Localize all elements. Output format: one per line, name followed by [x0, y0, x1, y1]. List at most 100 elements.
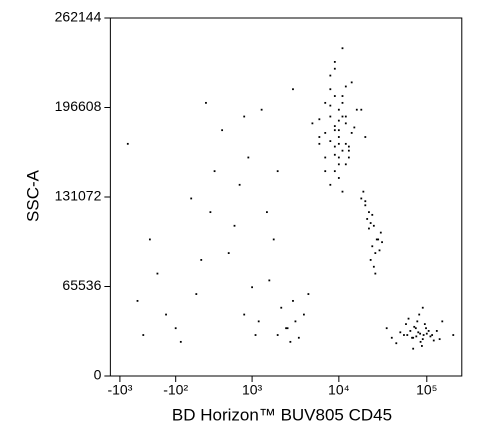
event-dot	[377, 238, 380, 241]
event-dot	[337, 119, 340, 122]
event-dot	[329, 115, 332, 118]
event-dot	[432, 339, 435, 342]
event-dot	[324, 170, 327, 173]
event-dot	[415, 335, 418, 338]
event-dot	[337, 129, 340, 132]
event-dot	[381, 241, 383, 244]
event-dot	[419, 332, 422, 335]
event-dot	[329, 140, 332, 143]
y-axis-label: SSC-A	[23, 169, 42, 222]
event-dot	[337, 108, 340, 111]
event-dot	[200, 259, 203, 261]
event-dot	[257, 320, 260, 323]
event-dot	[375, 238, 378, 241]
event-dot	[425, 332, 428, 335]
event-dot	[350, 132, 353, 134]
event-dot	[289, 340, 292, 343]
event-dot	[421, 338, 424, 341]
event-dot	[221, 129, 224, 132]
event-dot	[238, 183, 241, 186]
event-dot	[227, 252, 230, 254]
event-dot	[350, 81, 353, 84]
event-dot	[329, 74, 332, 77]
event-dot	[371, 213, 374, 216]
event-dot	[333, 67, 336, 70]
event-dot	[379, 231, 382, 234]
event-dot	[280, 306, 283, 309]
event-dot	[406, 334, 409, 336]
event-dot	[412, 347, 415, 350]
y-tick-label: 65536	[62, 277, 101, 293]
event-dot	[360, 197, 363, 200]
event-dot	[329, 88, 332, 91]
event-dot	[422, 334, 425, 336]
event-dot	[364, 136, 367, 138]
event-dot	[268, 279, 271, 282]
event-dot	[318, 142, 321, 145]
event-dot	[303, 313, 305, 316]
event-dot	[411, 336, 413, 339]
event-dot	[353, 126, 356, 129]
event-dot	[355, 108, 358, 111]
event-dot	[372, 265, 375, 268]
event-dot	[403, 334, 405, 336]
event-dot	[337, 156, 340, 159]
event-dot	[390, 336, 393, 339]
event-dot	[341, 149, 344, 152]
event-dot	[407, 317, 410, 320]
event-dot	[329, 104, 332, 107]
event-dot	[324, 156, 327, 159]
event-dot	[423, 323, 426, 326]
event-dot	[286, 327, 289, 330]
event-dot	[369, 259, 372, 261]
event-dot	[329, 183, 332, 186]
event-dot	[372, 224, 375, 227]
event-dot	[413, 325, 416, 328]
event-dot	[285, 327, 287, 330]
event-dot	[341, 95, 344, 97]
event-dot	[148, 238, 151, 241]
event-dot	[333, 153, 336, 156]
event-dot	[344, 115, 347, 118]
event-dot	[333, 125, 336, 127]
event-dot	[362, 190, 365, 193]
event-dot	[254, 334, 257, 336]
event-dot	[213, 170, 216, 173]
event-dot	[276, 334, 279, 336]
event-dot	[243, 115, 246, 118]
event-dot	[344, 142, 347, 145]
event-dot	[156, 272, 159, 275]
x-axis-label: BD Horizon™ BUV805 CD45	[172, 405, 392, 424]
event-dot	[333, 145, 336, 148]
event-dot	[209, 211, 212, 214]
event-dot	[399, 331, 402, 334]
event-dot	[311, 122, 314, 125]
event-dot	[337, 136, 340, 138]
event-dot	[174, 327, 177, 330]
event-dot	[297, 336, 300, 339]
event-dot	[243, 313, 246, 316]
event-dot	[360, 108, 363, 111]
event-dot	[385, 327, 388, 330]
event-dot	[251, 286, 253, 289]
event-dot	[276, 170, 279, 173]
event-dot	[333, 95, 336, 97]
event-dot	[378, 249, 381, 252]
event-dot	[371, 245, 374, 248]
event-dot	[126, 142, 129, 145]
event-dot	[260, 108, 263, 111]
event-dot	[341, 190, 344, 193]
event-dot	[292, 88, 294, 91]
event-dot	[347, 149, 350, 152]
event-dot	[341, 115, 344, 118]
event-dot	[368, 227, 370, 230]
y-tick-label: 196608	[55, 98, 102, 114]
event-dot	[272, 238, 275, 241]
event-dot	[136, 299, 139, 302]
event-dot	[318, 118, 321, 121]
event-dot	[427, 330, 430, 332]
event-dot	[205, 101, 207, 104]
event-dot	[195, 293, 198, 295]
event-dot	[341, 47, 344, 50]
